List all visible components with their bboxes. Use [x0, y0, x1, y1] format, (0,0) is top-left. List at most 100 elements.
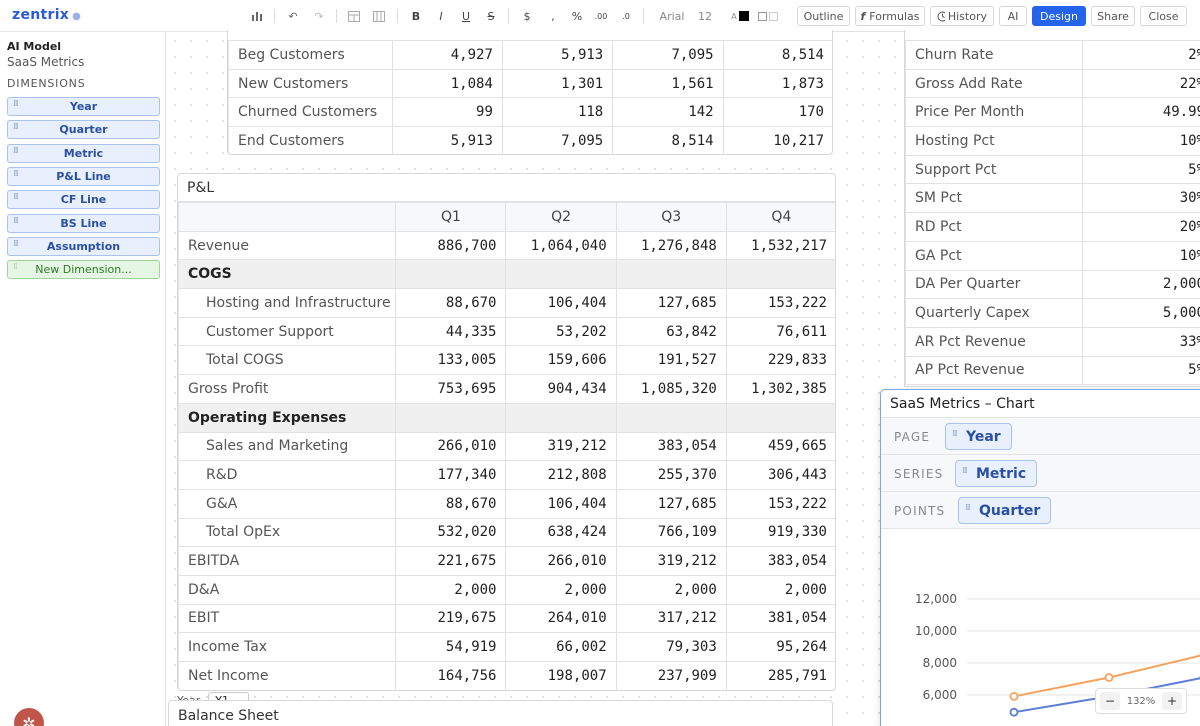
decrease-decimal-button[interactable]: .0 [622, 11, 630, 21]
design-button[interactable]: Design [1032, 6, 1086, 26]
cell-value[interactable]: 53,202 [505, 316, 617, 347]
cell-value[interactable]: 76,611 [725, 316, 835, 347]
assumption-value[interactable]: 30% [1082, 183, 1200, 214]
ai-button[interactable]: AI [999, 6, 1027, 26]
strikethrough-button[interactable]: S [487, 9, 495, 23]
cell-value[interactable]: 1,301 [501, 68, 614, 99]
cell-value[interactable]: 266,010 [505, 546, 617, 576]
cell-value[interactable]: 1,302,385 [725, 374, 835, 404]
increase-decimal-button[interactable]: .00 [594, 11, 608, 21]
cell-value[interactable] [615, 259, 727, 290]
cell-value[interactable]: 638,424 [505, 517, 617, 548]
assumption-value[interactable]: 5,000 [1082, 298, 1200, 328]
cell-value[interactable]: 1,873 [722, 68, 832, 99]
cell-value[interactable]: 8,514 [722, 40, 832, 70]
assumption-value[interactable]: 10% [1082, 240, 1200, 271]
chart-icon[interactable] [250, 7, 266, 25]
column-header[interactable]: Q1 [395, 202, 507, 232]
cell-value[interactable]: 285,791 [725, 661, 835, 690]
cell-value[interactable]: 106,404 [505, 288, 617, 318]
history-button[interactable]: History [930, 6, 994, 26]
text-color-button[interactable]: A [728, 7, 752, 25]
share-button[interactable]: Share [1091, 6, 1135, 26]
data-point[interactable] [1009, 691, 1019, 701]
gear-icon[interactable]: ✲ [14, 708, 44, 726]
currency-button[interactable]: $ [523, 9, 531, 23]
cell-value[interactable]: 2,000 [725, 574, 835, 605]
pivot-pill-quarter[interactable]: ⁞⁞ Quarter [958, 497, 1052, 524]
underline-button[interactable]: U [461, 9, 471, 23]
dimension-p-l-line[interactable]: ⁞⁞ P&L Line [7, 166, 160, 186]
cell-value[interactable] [505, 259, 617, 290]
font-family-select[interactable]: Arial [659, 9, 685, 23]
cell-value[interactable]: 1,561 [612, 68, 724, 99]
cell-value[interactable]: 212,808 [505, 460, 617, 490]
cell-value[interactable]: 1,276,848 [615, 230, 727, 261]
cell-value[interactable]: 5,913 [501, 40, 614, 70]
cell-value[interactable]: 532,020 [395, 517, 507, 548]
assumption-value[interactable]: 2,000 [1082, 269, 1200, 300]
cell-value[interactable]: 4,927 [391, 40, 503, 70]
cell-value[interactable]: 221,675 [395, 546, 507, 576]
cell-value[interactable]: 7,095 [612, 40, 724, 70]
columns-icon[interactable] [371, 7, 387, 25]
cell-value[interactable]: 164,756 [395, 661, 507, 690]
undo-icon[interactable]: ↶ [288, 9, 298, 23]
cell-value[interactable]: 919,330 [725, 517, 835, 548]
formulas-button[interactable]: f Formulas [855, 6, 925, 26]
cell-value[interactable] [395, 259, 507, 290]
cell-value[interactable]: 44,335 [395, 316, 507, 347]
cell-value[interactable]: 381,054 [725, 603, 835, 634]
cell-value[interactable]: 66,002 [505, 632, 617, 662]
cell-value[interactable]: 306,443 [725, 460, 835, 490]
assumption-value[interactable]: 5% [1082, 355, 1200, 386]
dimension-year[interactable]: ⁞⁞ Year [7, 97, 160, 116]
cell-value[interactable]: 127,685 [615, 488, 727, 519]
cell-value[interactable]: 133,005 [395, 345, 507, 376]
cell-value[interactable]: 1,064,040 [505, 230, 617, 261]
cell-value[interactable]: 79,303 [615, 632, 727, 662]
cell-value[interactable]: 191,527 [615, 345, 727, 376]
new-dimension-button[interactable]: ⁞⁞ New Dimension... [7, 260, 160, 279]
bold-button[interactable]: B [411, 9, 421, 23]
chart-card[interactable]: SaaS Metrics – Chart PAGE ⁞⁞ Year SERIES ⁞⁞ M… [880, 389, 1200, 726]
cell-value[interactable]: 2,000 [505, 574, 617, 605]
column-header[interactable]: Q2 [505, 202, 617, 232]
fill-color-button[interactable] [756, 7, 780, 25]
cell-value[interactable] [725, 259, 835, 290]
zoom-out-button[interactable]: − [1100, 692, 1120, 710]
cell-value[interactable]: 95,264 [725, 632, 835, 662]
comma-button[interactable]: , [551, 9, 555, 23]
cell-value[interactable]: 1,084 [391, 68, 503, 99]
cell-value[interactable]: 383,054 [725, 546, 835, 576]
cell-value[interactable] [395, 402, 507, 433]
percent-button[interactable]: % [571, 9, 583, 23]
cell-value[interactable]: 10,217 [722, 126, 832, 154]
cell-value[interactable]: 153,222 [725, 488, 835, 519]
cell-value[interactable]: 142 [612, 97, 724, 128]
cell-value[interactable]: 8,514 [612, 126, 724, 154]
cell-value[interactable]: 177,340 [395, 460, 507, 490]
cell-value[interactable]: 7,095 [501, 126, 614, 154]
cell-value[interactable]: 753,695 [395, 374, 507, 404]
cell-value[interactable]: 1,532,217 [725, 230, 835, 261]
cell-value[interactable]: 383,054 [615, 431, 727, 462]
cell-value[interactable] [505, 402, 617, 433]
cell-value[interactable] [725, 402, 835, 433]
cell-value[interactable]: 153,222 [725, 288, 835, 318]
assumption-value[interactable]: 33% [1082, 326, 1200, 357]
pivot-pill-metric[interactable]: ⁞⁞ Metric [955, 460, 1038, 487]
italic-button[interactable]: I [439, 9, 443, 23]
cell-value[interactable]: 319,212 [615, 546, 727, 576]
cell-value[interactable]: 264,010 [505, 603, 617, 634]
data-point[interactable] [1104, 673, 1114, 682]
table-icon[interactable] [346, 7, 362, 25]
column-header[interactable]: Q4 [725, 202, 835, 232]
zoom-in-button[interactable]: + [1162, 692, 1182, 710]
assumption-value[interactable]: 49.99 [1082, 97, 1200, 128]
cell-value[interactable]: 118 [501, 97, 614, 128]
cell-value[interactable]: 1,085,320 [615, 374, 727, 404]
cell-value[interactable]: 198,007 [505, 661, 617, 690]
data-point[interactable] [1009, 707, 1019, 717]
close-button[interactable]: Close [1140, 6, 1187, 26]
